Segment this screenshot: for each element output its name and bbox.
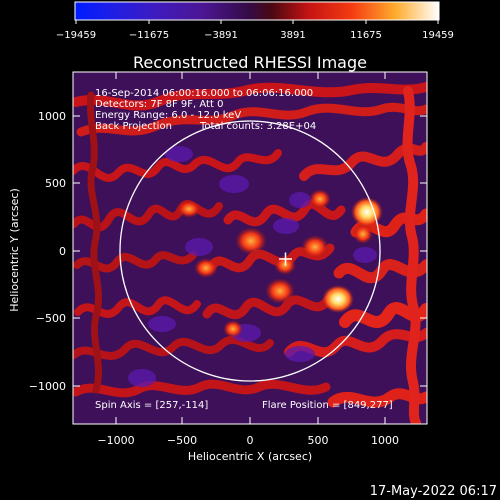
y-axis-tick-label: −1000 <box>29 380 66 393</box>
y-axis-label: Heliocentric Y (arcsec) <box>8 188 21 312</box>
orange-structures <box>177 189 373 338</box>
blue-residual-speckles <box>128 146 377 387</box>
colorbar-ramp <box>74 1 440 21</box>
info-method: Back Projection <box>95 121 172 132</box>
timestamp: 17-May-2022 06:17 <box>370 484 497 499</box>
y-axis-tick-label: 1000 <box>38 110 66 123</box>
x-axis-tick-label: −500 <box>167 434 197 447</box>
colorbar-tick-label: 3891 <box>280 30 305 41</box>
spin-axis-text: Spin Axis = [257,-114] <box>95 400 208 411</box>
flare-position-text: Flare Position = [849,277] <box>262 400 393 411</box>
info-energy-range: Energy Range: 6.0 - 12.0 keV <box>95 110 241 121</box>
flare-source <box>351 197 383 227</box>
info-total-counts: Total counts: 3.28E+04 <box>199 121 316 132</box>
colorbar-tick-label: −19459 <box>56 30 96 41</box>
bright-sources <box>274 197 383 313</box>
colorbar-tick-label: −3891 <box>204 30 238 41</box>
info-time-range: 16-Sep-2014 06:00:16.000 to 06:06:16.000 <box>95 88 313 99</box>
solar-limb-circle <box>119 120 381 382</box>
image-panel <box>73 72 427 424</box>
x-axis-label: Heliocentric X (arcsec) <box>188 450 312 463</box>
secondary-source <box>322 285 354 313</box>
colorbar: −19459 −11675 −3891 3891 11675 19459 <box>56 1 454 41</box>
x-axis-tick-label: 500 <box>308 434 329 447</box>
plot-title: Reconstructed RHESSI Image <box>133 53 367 72</box>
image-info: 16-Sep-2014 06:00:16.000 to 06:06:16.000… <box>95 88 316 132</box>
colorbar-tick-label: 19459 <box>422 30 454 41</box>
y-axis-tick-label: 0 <box>59 245 66 258</box>
colorbar-tick-label: 11675 <box>350 30 382 41</box>
x-axis-tick-label: 0 <box>247 434 254 447</box>
colorbar-tick-label: −11675 <box>129 30 169 41</box>
y-axis-tick-label: −500 <box>36 312 66 325</box>
y-axis-tick-label: 500 <box>45 177 66 190</box>
spin-axis-marker <box>279 252 292 266</box>
x-axis-tick-label: 1000 <box>371 434 399 447</box>
info-detectors: Detectors: 7F 8F 9F, Att 0 <box>95 99 223 110</box>
x-axis-tick-label: −1000 <box>97 434 134 447</box>
